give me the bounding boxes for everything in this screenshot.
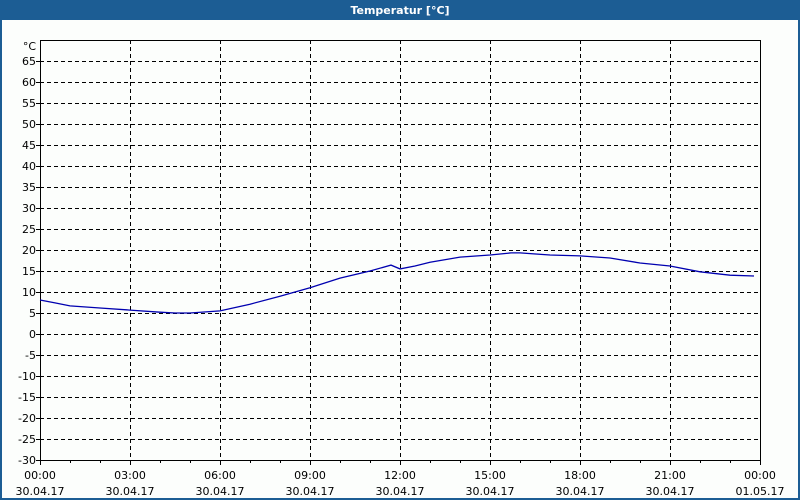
x-tick-time: 15:00 (474, 469, 506, 482)
y-tick-label: 30 (22, 202, 36, 215)
x-tick-time: 06:00 (204, 469, 236, 482)
plot-frame (40, 40, 761, 461)
y-tick-label: -5 (25, 349, 36, 362)
y-tick-label: 45 (22, 139, 36, 152)
y-tick-label: 35 (22, 181, 36, 194)
y-tick-label: -20 (18, 412, 36, 425)
y-tick-label: 10 (22, 286, 36, 299)
x-tick-time: 09:00 (294, 469, 326, 482)
x-tick-date: 30.04.17 (106, 485, 155, 498)
x-tick-time: 00:00 (744, 469, 776, 482)
x-tick-time: 00:00 (24, 469, 56, 482)
x-tick-date: 30.04.17 (466, 485, 515, 498)
y-tick-label: -10 (18, 370, 36, 383)
chart-title: Temperatur [°C] (350, 3, 450, 17)
x-tick-date: 30.04.17 (196, 485, 245, 498)
y-tick-label: 65 (22, 55, 36, 68)
x-tick-date: 30.04.17 (286, 485, 335, 498)
temperature-line (39, 252, 755, 314)
y-tick-label: 15 (22, 265, 36, 278)
x-tick-time: 12:00 (384, 469, 416, 482)
y-tick-label: -15 (18, 391, 36, 404)
y-tick-label: 5 (29, 307, 36, 320)
y-tick-label: 25 (22, 223, 36, 236)
x-tick-time: 03:00 (114, 469, 146, 482)
x-tick-time: 18:00 (564, 469, 596, 482)
x-tick-date: 01.05.17 (736, 485, 785, 498)
x-tick-date: 30.04.17 (646, 485, 695, 498)
y-tick-label: 55 (22, 97, 36, 110)
y-tick-label: 20 (22, 244, 36, 257)
x-tick-date: 30.04.17 (556, 485, 605, 498)
x-tick-time: 21:00 (654, 469, 686, 482)
y-tick-label: -25 (18, 433, 36, 446)
y-tick-label: 60 (22, 76, 36, 89)
y-tick-label: 40 (22, 160, 36, 173)
x-tick-date: 30.04.17 (376, 485, 425, 498)
x-tick-date: 30.04.17 (16, 485, 65, 498)
y-tick-label: -30 (18, 454, 36, 467)
y-tick-label: 0 (29, 328, 36, 341)
y-axis-unit: °C (23, 40, 37, 53)
y-tick-label: 50 (22, 118, 36, 131)
